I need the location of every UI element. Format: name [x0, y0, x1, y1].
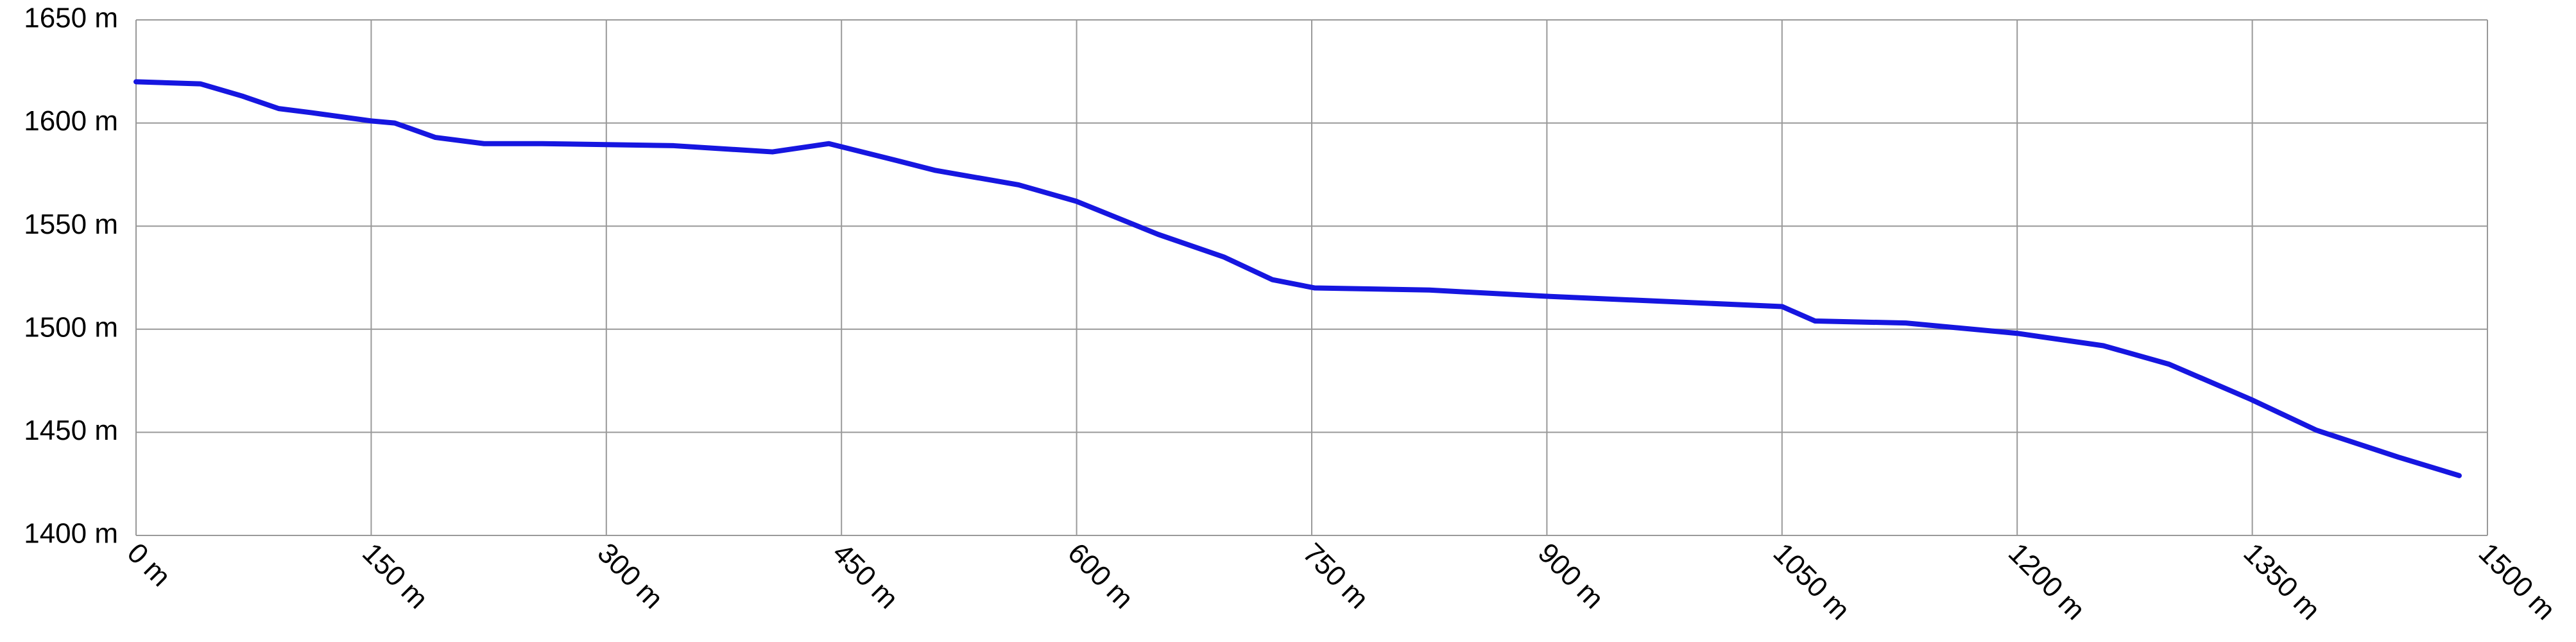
elevation-line — [133, 79, 2462, 478]
x-tick-label: 0 m — [121, 537, 177, 593]
x-tick-label: 1500 m — [2473, 537, 2561, 626]
y-tick-label: 1400 m — [24, 518, 118, 550]
x-tick-label: 1050 m — [1767, 537, 1856, 626]
x-tick-label: 300 m — [592, 537, 669, 615]
x-tick-label: 750 m — [1297, 537, 1375, 615]
y-tick-label: 1600 m — [24, 105, 118, 137]
y-tick-label: 1650 m — [24, 3, 118, 34]
x-tick-label: 900 m — [1532, 537, 1610, 615]
y-tick-label: 1550 m — [24, 209, 118, 240]
x-tick-label: 1200 m — [2002, 537, 2091, 626]
x-tick-label: 600 m — [1061, 537, 1139, 615]
y-tick-label: 1500 m — [24, 311, 118, 343]
x-tick-label: 1350 m — [2237, 537, 2326, 626]
x-tick-label: 150 m — [356, 537, 434, 615]
y-tick-label: 1450 m — [24, 415, 118, 446]
x-tick-label: 450 m — [827, 537, 904, 615]
